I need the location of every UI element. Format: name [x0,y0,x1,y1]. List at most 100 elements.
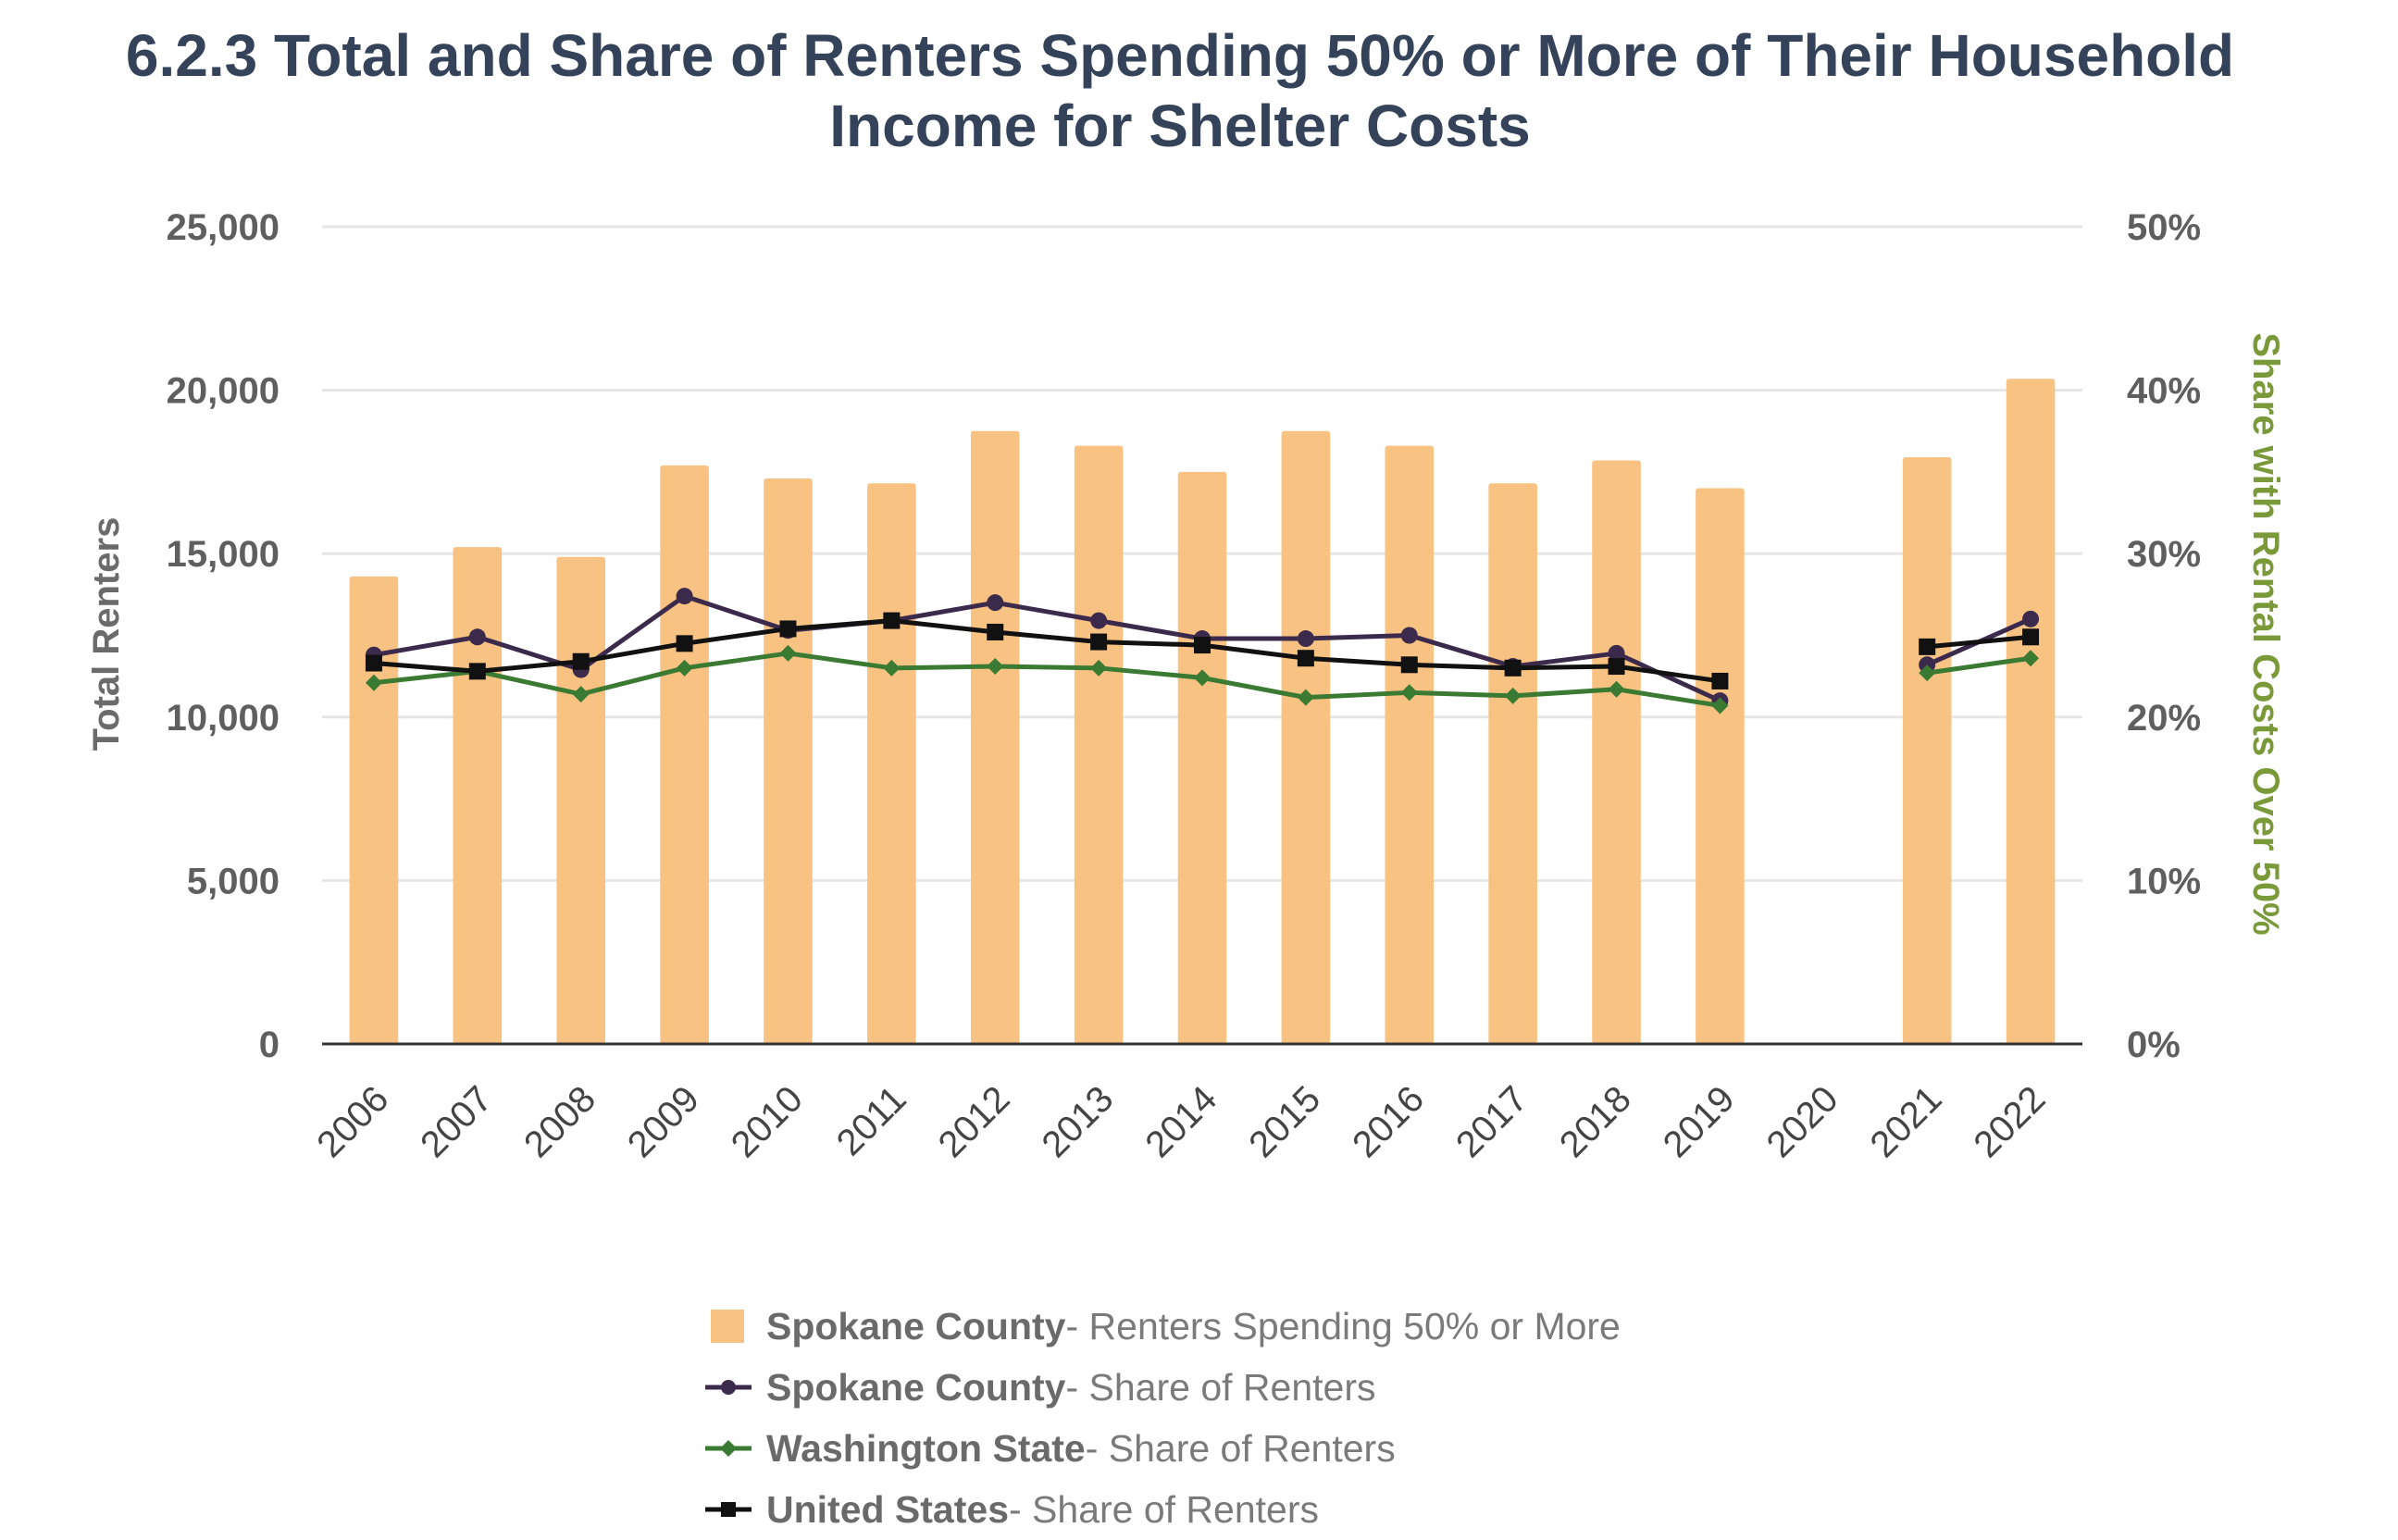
washington-share-point [676,659,693,677]
y2-tick-label: 20% [2127,698,2201,739]
bar [556,556,605,1044]
y-tick-label: 5,000 [187,861,280,901]
legend-item-spokane-share[interactable]: Spokane County - Share of Renters [703,1357,1621,1418]
y2-tick-label: 10% [2127,861,2201,901]
spokane-share-point [676,588,693,605]
bar [660,465,709,1044]
legend-label-rest: - Share of Renters [1009,1487,1319,1531]
washington-share-point [1297,689,1314,706]
us-share-point [1711,672,1729,689]
spokane-share-point [468,628,486,646]
legend-label-bold: Washington State [766,1426,1086,1470]
x-tick-label: 2020 [1759,1078,1846,1165]
y2-tick-label: 50% [2127,207,2201,248]
x-tick-label: 2007 [413,1078,500,1165]
legend-square-line-swatch [703,1491,755,1528]
us-share-point [1400,656,1418,674]
y2-tick-label: 0% [2127,1025,2181,1065]
washington-share-point [779,644,797,662]
legend-item-us-share[interactable]: United States - Share of Renters [703,1479,1621,1540]
spokane-share-point [2022,610,2040,627]
us-share-point [365,654,382,672]
us-share-point [676,635,693,652]
x-tick-label: 2015 [1241,1078,1328,1165]
washington-share-point [1919,664,1936,682]
washington-share-point [1194,669,1211,687]
x-tick-label: 2010 [724,1078,811,1165]
legend-label-rest: - Renters Spending 50% or More [1065,1304,1621,1348]
washington-share-point [1400,684,1418,702]
x-tick-label: 2012 [931,1078,1018,1165]
spokane-share-point [1090,612,1108,629]
x-tick-label: 2008 [516,1078,603,1165]
y-tick-label: 10,000 [167,698,280,739]
spokane-share-point [987,594,1004,612]
bar [1488,483,1537,1044]
legend-item-spokane-renters[interactable]: Spokane County - Renters Spending 50% or… [703,1296,1621,1357]
legend-item-washington-share[interactable]: Washington State - Share of Renters [703,1418,1621,1479]
chart-title-line-1: 6.2.3 Total and Share of Renters Spendin… [125,22,2235,89]
x-tick-label: 2022 [1966,1078,2053,1165]
legend-diamond-line-swatch [703,1430,755,1467]
washington-share-point [365,674,382,691]
y2-tick-label: 30% [2127,534,2201,575]
legend-label-rest: - Share of Renters [1085,1426,1396,1470]
us-share-line [1926,634,2031,650]
us-share-point [1297,650,1314,667]
legend-circle-line-swatch [703,1369,755,1406]
chart-title-line-2: Income for Shelter Costs [829,93,1531,159]
us-share-point [1608,658,1625,676]
legend-label-bold: United States [766,1487,1009,1531]
x-tick-label: 2016 [1345,1078,1432,1165]
y2-axis-title: Share with Rental Costs Over 50% [2245,332,2286,935]
y-tick-label: 0 [259,1025,280,1065]
washington-share-point [1504,687,1522,704]
spokane-share-point [1297,630,1314,648]
washington-share-point [1608,680,1625,698]
bar [1902,457,1952,1045]
washington-share-point [883,659,901,677]
us-share-point [779,620,797,638]
legend: Spokane County - Renters Spending 50% or… [703,1296,1621,1540]
bar [349,576,399,1044]
bar [1385,445,1435,1044]
us-share-point [987,623,1004,640]
x-tick-label: 2006 [309,1078,396,1165]
x-tick-label: 2018 [1552,1078,1639,1165]
legend-label-rest: - Share of Renters [1065,1365,1376,1409]
bar [1281,430,1331,1044]
bar-series [349,379,2056,1045]
x-tick-label: 2019 [1656,1078,1743,1165]
spokane-share-point [1608,644,1625,662]
x-tick-label: 2009 [620,1078,707,1165]
us-share-line [373,618,1721,684]
us-share-point [2022,628,2040,646]
line-series [365,588,2040,714]
legend-label-bold: Spokane County [766,1365,1066,1409]
washington-share-point [1090,659,1108,677]
us-share-point [1919,638,1936,655]
y-tick-label: 15,000 [167,534,280,575]
legend-label-bold: Spokane County [766,1304,1066,1348]
us-share-point [1090,633,1108,651]
bar [1696,488,1745,1044]
legend-bar-swatch [703,1308,755,1345]
chart-plot: 0 0% 5,000 10% 10,000 20% 15,000 30% 20,000 40% 25… [86,207,2286,1165]
y2-tick-label: 40% [2127,371,2201,412]
washington-share-point [1711,697,1729,714]
bar [970,430,1020,1044]
bar [453,547,503,1044]
y-axis-title: Total Renters [86,517,127,751]
bar [1177,471,1227,1044]
bar [764,478,813,1044]
washington-share-line [1926,655,2031,676]
us-share-point [572,652,590,670]
x-tick-label: 2011 [829,1078,914,1163]
spokane-share-point [1400,627,1418,644]
washington-share-point [987,658,1004,676]
x-tick-label: 2014 [1137,1078,1224,1165]
washington-share-point [2022,650,2040,667]
bar [867,483,916,1044]
washington-share-line [373,651,1721,708]
us-share-point [1504,659,1522,677]
